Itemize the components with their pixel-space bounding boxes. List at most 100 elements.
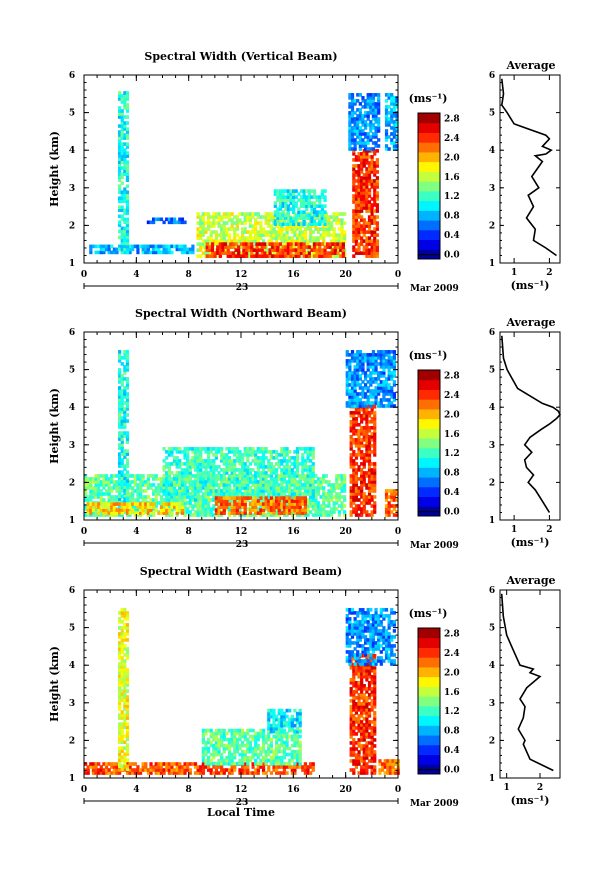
heatmap-cell [385,129,388,133]
y-axis-label: Height (km) [48,131,61,207]
heatmap-cell [170,471,173,475]
colorbar-band [418,230,440,240]
avg-y-tick-label: 2 [489,221,495,231]
heatmap-cell [333,227,336,231]
heatmap-cell [351,93,354,97]
heatmap-cell [388,147,391,151]
x-tick-label: 20 [339,270,352,280]
heatmap-cell [376,215,379,219]
average-line [502,79,557,256]
avg-y-tick-label: 4 [489,146,495,156]
heatmap-cell [376,203,379,207]
heatmap-cell [126,103,129,107]
heatmap-cell [377,117,380,121]
x-tick-label: 20 [339,527,352,537]
heatmap-cell [393,392,396,396]
colorbar-band [418,191,440,201]
heatmap-cell [377,93,380,97]
avg-x-tick-label: 2 [546,268,552,278]
heatmap-cell [343,474,346,478]
heatmap-cell [126,350,129,354]
colorbar-band [418,220,440,230]
heatmap-cell [181,505,184,509]
heatmap-cell [259,221,262,225]
heatmap-cell [126,449,129,453]
average-xlabel: (ms⁻¹) [511,279,550,292]
x-tick-label: 8 [186,527,192,537]
heatmap-cell [126,127,129,131]
colorbar: (ms⁻¹)0.00.40.81.21.62.02.42.8 [409,92,460,261]
heatmap-cell [126,91,129,95]
heatmap-cell [376,170,379,174]
heatmap-cell [304,496,307,500]
colorbar-band [418,162,440,172]
heatmap-cell [126,142,129,146]
date-month: Mar 2009 [410,284,459,294]
y-tick-label: 2 [69,478,75,488]
heatmap-cell [323,210,326,214]
heatmap-cell [126,470,129,474]
y-axis-label: Height (km) [48,388,61,464]
heatmap-cell [312,483,315,487]
heatmap-cell [152,502,155,506]
colorbar-tick-label: 1.6 [444,173,460,183]
heatmap-cell [376,221,379,225]
colorbar-band [418,113,440,123]
heatmap-cell [126,190,129,194]
heatmap-cell [126,160,129,164]
average-frame [500,75,560,263]
heatmap-cell [343,230,346,234]
y-tick-label: 5 [69,109,75,119]
colorbar-tick-label: 2.0 [444,153,460,163]
y-tick-label: 5 [69,366,75,376]
colorbar-tick-label: 0.0 [444,251,460,261]
heatmap-cell [170,511,173,515]
heatmap-cell [183,221,186,225]
heatmap-cell [126,458,129,462]
heatmap-cell [126,121,129,125]
colorbar-band [418,123,440,133]
heatmap-cell [377,144,380,148]
heatmap-cell [118,350,121,354]
colorbar-tick-label: 1.2 [444,192,460,202]
colorbar-band [418,132,440,142]
heatmap-cell [343,510,346,514]
heatmap-cell [377,138,380,142]
heatmap-cell [373,495,376,499]
x-tick-label: 16 [287,527,300,537]
colorbar-band [418,152,440,162]
x-tick-label: 12 [235,527,248,537]
heatmap-cell [126,419,129,423]
average-title: Average [505,59,555,72]
panel-1: Spectral Width (Vertical Beam)123456Heig… [48,50,560,294]
heatmap-cell [142,474,145,478]
heatmap-cell [121,181,124,185]
heatmap-cell [312,462,315,466]
y-tick-label: 1 [69,259,75,269]
heatmap-cell [220,447,223,451]
panel-2: Spectral Width (Northward Beam)123456Hei… [48,307,560,551]
heatmap-cell [312,447,315,451]
heatmap-cell [342,242,345,246]
heatmap-cell [323,204,326,208]
heatmap-cell [289,242,292,246]
heatmap-cell [376,149,379,153]
colorbar-tick-label: 0.4 [444,231,460,241]
y-tick-label: 6 [69,71,75,81]
avg-y-tick-label: 1 [489,259,495,269]
heatmap-cell [126,479,129,483]
x-tick-label: 16 [287,270,300,280]
x-tick-label: 0 [81,270,87,280]
heatmap-cell [263,242,266,246]
colorbar-tick-label: 0.8 [444,212,460,222]
heatmap-cell [228,486,231,490]
heatmap-cell [343,495,346,499]
heatmap-cell [323,195,326,199]
heatmap-cell [288,450,291,454]
heatmap-cell [191,245,194,249]
heatmap-cell [373,501,376,505]
y-tick-label: 2 [69,221,75,231]
colorbar-tick-label: 2.8 [444,114,460,124]
colorbar-band [418,171,440,181]
